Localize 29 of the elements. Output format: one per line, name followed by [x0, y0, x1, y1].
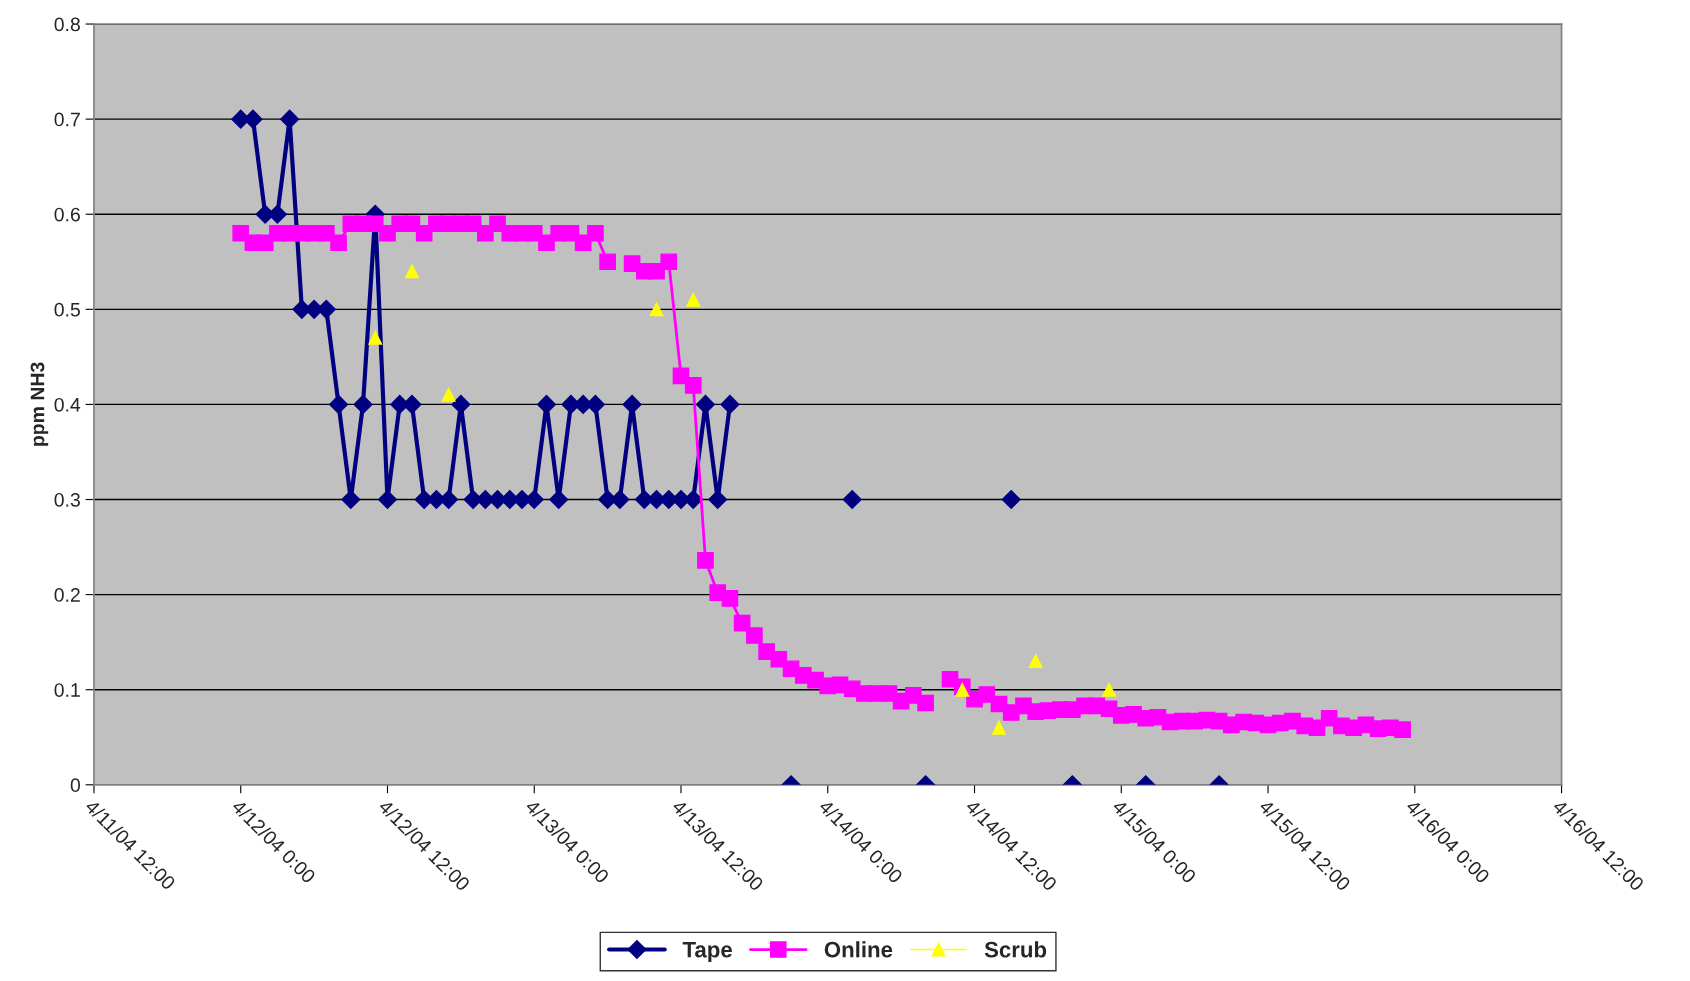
y-tick-label: 0.4 [54, 397, 81, 412]
point [695, 394, 715, 414]
y-tick-label: 0 [70, 778, 81, 793]
point [341, 489, 361, 510]
point [451, 394, 471, 414]
y-tick-label: 0.7 [54, 112, 80, 127]
point [329, 394, 349, 414]
legend-label: Tape [682, 942, 732, 962]
legend-label: Online [824, 941, 893, 958]
point [622, 394, 642, 414]
y-tick-label: 0.1 [54, 683, 80, 697]
legend-label: Scrub [984, 941, 1047, 958]
y-tick-label: 0.6 [54, 207, 80, 222]
y-tick-label: 0.5 [54, 302, 80, 317]
point [377, 489, 398, 510]
point [402, 394, 422, 414]
y-tick-label: 0.2 [54, 588, 80, 602]
point [610, 489, 630, 510]
point [720, 394, 740, 414]
y-axis-title: ppm NH3 [30, 362, 49, 446]
point [353, 394, 373, 414]
y-tick-label: 0.8 [54, 17, 80, 32]
point [536, 394, 557, 414]
point [243, 109, 263, 129]
point [439, 489, 459, 510]
point [549, 489, 569, 510]
point [708, 489, 728, 510]
point [280, 109, 300, 129]
y-tick-label: 0.3 [54, 492, 80, 507]
